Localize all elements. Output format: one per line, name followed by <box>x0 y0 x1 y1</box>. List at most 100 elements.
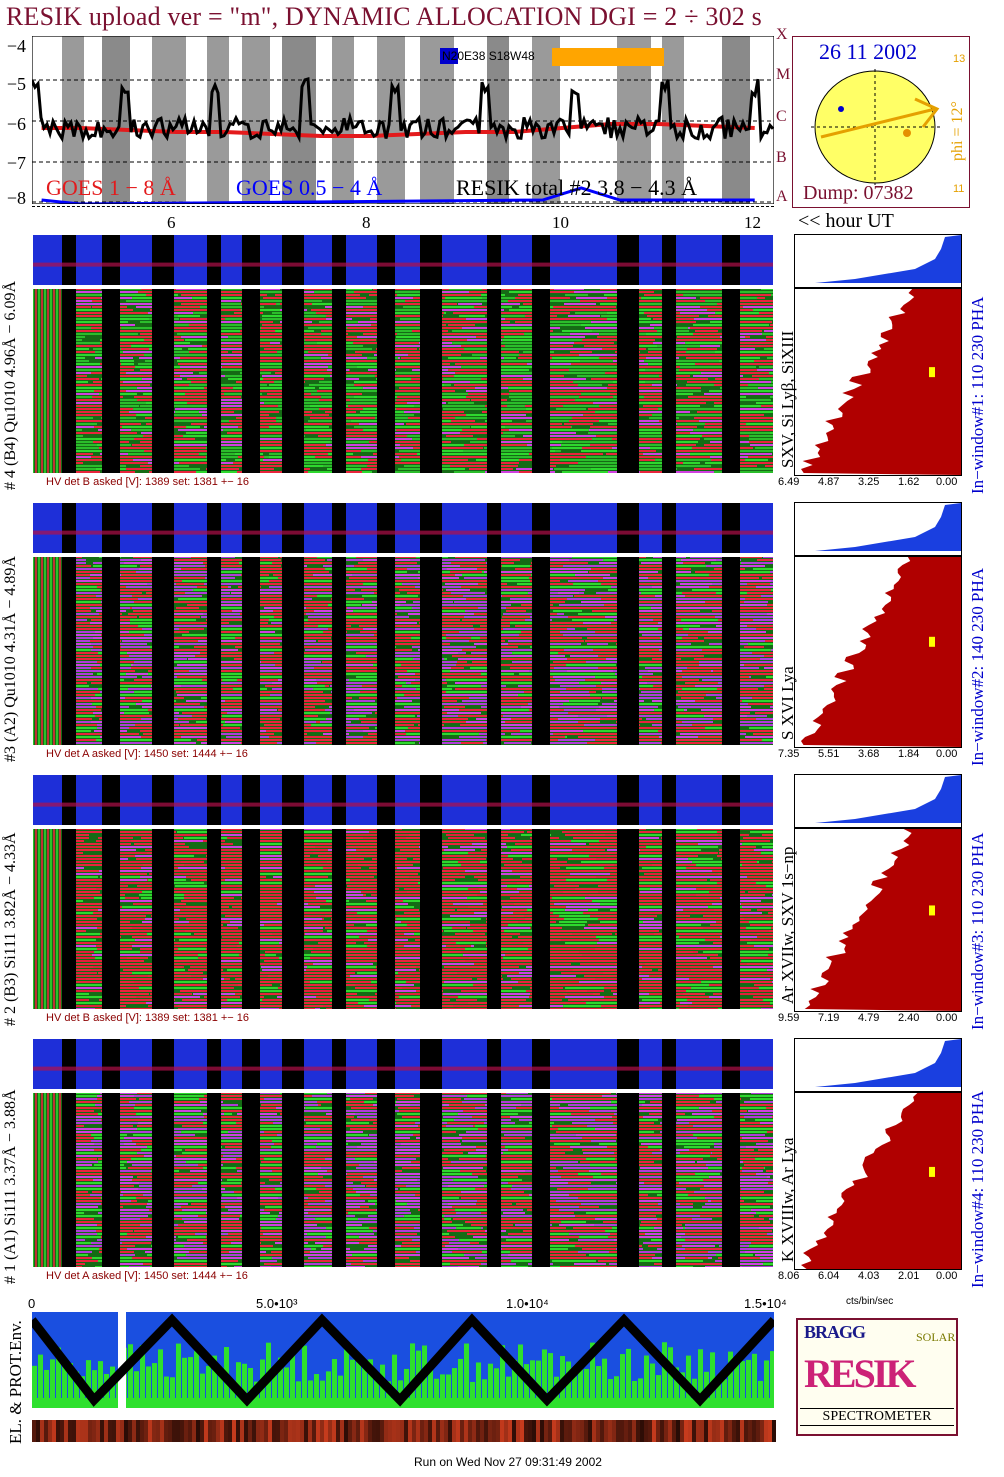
hour-axis-label: << hour UT <box>798 210 894 232</box>
pha-tick: 4.03 <box>858 1270 880 1282</box>
pha-histogram <box>794 556 962 748</box>
spectrogram <box>32 1092 774 1268</box>
pha-tick: 0.00 <box>936 1270 958 1282</box>
sun-position-panel: 26 11 2002 Dump: 07382 phi = 12° 13 11 <box>792 36 970 208</box>
pha-histogram <box>794 1092 962 1270</box>
page-title: RESIK upload ver = "m", DYNAMIC ALLOCATI… <box>6 2 762 31</box>
env-strip <box>32 1420 776 1442</box>
hour-tick: 10 <box>552 213 569 232</box>
bottom-axis-tick: 1.5•10⁴ <box>744 1296 787 1311</box>
logo-main: RESIK <box>804 1351 916 1396</box>
bottom-axis-tick: 5.0•10³ <box>256 1296 298 1311</box>
logo-side: SOLAR <box>916 1330 956 1344</box>
ytick-label: −4 <box>6 36 26 56</box>
pha-tick: 4.79 <box>858 1012 880 1024</box>
pha-tick: 2.40 <box>898 1012 920 1024</box>
flare-class-c: C <box>776 108 787 125</box>
resik-total-series <box>32 77 774 145</box>
pha-histogram <box>794 288 962 476</box>
hv-status: HV det B asked [V]: 1389 set: 1381 +− 16 <box>46 1012 250 1024</box>
resik-logo: BRAGG RESIK SOLAR SPECTROMETER <box>796 1318 958 1436</box>
hour-tick: 6 <box>167 213 176 232</box>
hv-status: HV det A asked [V]: 1450 set: 1444 +− 16 <box>46 1270 248 1282</box>
pha-tick: 4.87 <box>818 476 840 488</box>
bottom-axis: 0 5.0•10³ 1.0•10⁴ 1.5•10⁴ <box>28 1296 787 1311</box>
hour-axis: 6 8 10 12 <box>32 206 774 233</box>
hv-status: HV det B asked [V]: 1389 set: 1381 +− 16 <box>46 476 250 488</box>
goes-05-4-series <box>41 186 755 204</box>
hour-tick: 12 <box>744 213 761 232</box>
spectrogram <box>32 556 774 746</box>
line-label: S XVI Lya <box>778 666 797 740</box>
window-label: In−window#2: 140 230 PHA <box>968 567 987 766</box>
window-label: In−window#1: 110 230 PHA <box>968 296 987 494</box>
ytick-label: −5 <box>6 74 26 94</box>
pha-tick: 0.00 <box>936 1012 958 1024</box>
line-label: K XVIIIw, Ar Lya <box>778 1137 797 1262</box>
spectrogram <box>32 828 774 1010</box>
sun-disk <box>811 69 941 185</box>
detector-block: # 4 (B4) Qu1010 4.96Å − 6.09Å HV det B as… <box>0 234 1004 500</box>
detector-block: #3 (A2) Qu1010 4.31Å − 4.89Å HV det A ask… <box>0 502 1004 772</box>
bottom-axis-tick: 0 <box>28 1296 36 1311</box>
data-gap-shading <box>62 36 750 204</box>
line-label: SXV, Si Lyβ, SiXIII <box>778 330 797 468</box>
pha-tick: 1.84 <box>898 748 920 760</box>
ytick-label: −7 <box>6 153 26 173</box>
active-region-label: N20E38 S18W48 <box>442 49 535 63</box>
pha-tick: 7.35 <box>778 748 800 760</box>
pha-tick: 7.19 <box>818 1012 840 1024</box>
pha-tick: 1.62 <box>898 476 920 488</box>
flare-class-m: M <box>776 66 791 83</box>
detector-label: # 4 (B4) Qu1010 4.96Å − 6.09Å <box>2 280 19 490</box>
detector-label: # 2 (B3) Si111 3.82Å − 4.33Å <box>2 832 19 1026</box>
hour-tick: 8 <box>362 213 371 232</box>
detector-label: # 1 (A1) Si111 3.37Å − 3.88Å <box>2 1089 19 1285</box>
pha-histogram-small <box>794 502 962 556</box>
environment-panel <box>32 1312 774 1408</box>
flare-class-b: B <box>776 149 787 166</box>
ytick-label: −8 <box>6 188 26 208</box>
logo-top: BRAGG <box>804 1322 866 1342</box>
pha-tick: 3.68 <box>858 748 880 760</box>
run-timestamp: Run on Wed Nov 27 09:31:49 2002 <box>414 1455 602 1469</box>
pha-tick: 6.04 <box>818 1270 840 1282</box>
hv-status: HV det A asked [V]: 1450 set: 1444 +− 16 <box>46 748 248 760</box>
pha-tick: 2.01 <box>898 1270 920 1282</box>
env-label: EL. & PROT.Env. <box>6 1320 25 1444</box>
detector-block: # 1 (A1) Si111 3.37Å − 3.88Å HV det A ask… <box>0 1038 1004 1294</box>
pha-histogram <box>794 828 962 1012</box>
phi-angle: phi = 12° <box>949 101 966 161</box>
detector-label: #3 (A2) Qu1010 4.31Å − 4.89Å <box>2 556 19 762</box>
legend-goes-1-8: GOES 1 − 8 Å <box>46 175 176 200</box>
pha-tick: 8.06 <box>778 1270 800 1282</box>
region-bar <box>552 48 664 66</box>
ytick-label: −6 <box>6 114 26 134</box>
detector-block: # 2 (B3) Si111 3.82Å − 4.33Å HV det B ask… <box>0 774 1004 1036</box>
logo-bottom: SPECTROMETER <box>800 1408 954 1426</box>
window-label: In−window#4: 110 230 PHA <box>968 1090 987 1288</box>
pha-tick: 0.00 <box>936 748 958 760</box>
legend-resik-total: RESIK total #2 3.8 − 4.3 Å <box>456 175 697 200</box>
dump-number: Dump: 07382 <box>803 182 914 204</box>
side-tick-top: 13 <box>953 53 966 65</box>
flare-class-x: X <box>776 26 788 43</box>
goes-lightcurve-panel: −4 −5 −6 −7 −8 N20E38 S18W48 GOES 1 − 8 … <box>0 26 791 208</box>
pha-histogram-small <box>794 1038 962 1092</box>
observation-date: 26 11 2002 <box>819 39 918 64</box>
region-marker <box>440 48 458 64</box>
pha-unit: cts/bin/sec <box>846 1296 894 1307</box>
pha-tick: 5.51 <box>818 748 840 760</box>
pha-tick: 3.25 <box>858 476 880 488</box>
legend-goes-05-4: GOES 0.5 − 4 Å <box>236 175 383 200</box>
pha-tick: 9.59 <box>778 1012 800 1024</box>
side-tick-bottom: 11 <box>953 183 965 195</box>
line-label: Ar XVIIw, SXV 1s−np <box>778 846 797 1004</box>
pha-tick: 6.49 <box>778 476 800 488</box>
window-label: In−window#3: 110 230 PHA <box>968 832 987 1030</box>
goes-plot <box>32 36 774 204</box>
pha-histogram-small <box>794 234 962 288</box>
pha-histogram-small <box>794 774 962 828</box>
bottom-axis-tick: 1.0•10⁴ <box>506 1296 549 1311</box>
spectrogram <box>32 288 774 474</box>
